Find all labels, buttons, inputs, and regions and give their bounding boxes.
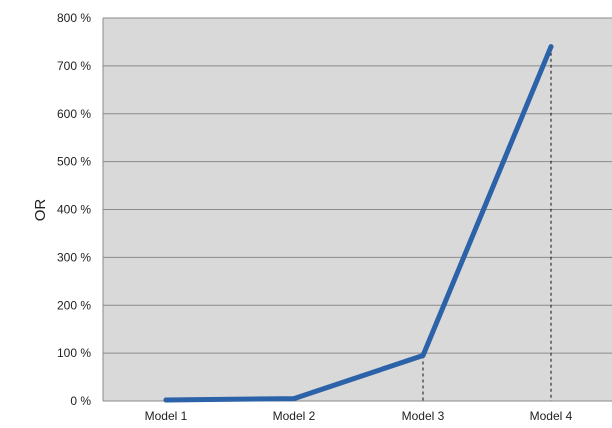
y-tick-label: 0 % <box>70 394 91 408</box>
data-point <box>420 353 426 359</box>
x-tick-labels: Model 1 Model 2 Model 3 Model 4 <box>145 409 573 423</box>
y-tick-label: 400 % <box>57 203 91 217</box>
y-tick-label: 500 % <box>57 155 91 169</box>
y-tick-label: 700 % <box>57 59 91 73</box>
y-tick-label: 800 % <box>57 11 91 25</box>
gridlines <box>102 17 612 402</box>
drop-lines <box>422 46 552 401</box>
x-tick-label: Model 2 <box>273 409 316 423</box>
y-tick-label: 300 % <box>57 250 91 264</box>
y-tick-labels: 0 % 100 % 200 % 300 % 400 % 500 % 600 % 700 % 80… <box>57 11 91 408</box>
series-line <box>163 44 554 403</box>
x-tick-label: Model 3 <box>402 409 445 423</box>
x-tick-label: Model 1 <box>145 409 188 423</box>
y-tick-label: 200 % <box>57 298 91 312</box>
y-axis-title: OR <box>32 199 49 222</box>
series-group <box>163 44 554 403</box>
data-point <box>548 44 554 50</box>
x-tick-label: Model 4 <box>530 409 573 423</box>
data-point <box>163 397 169 403</box>
y-tick-label: 600 % <box>57 107 91 121</box>
y-tick-label: 100 % <box>57 346 91 360</box>
data-point <box>291 396 297 402</box>
